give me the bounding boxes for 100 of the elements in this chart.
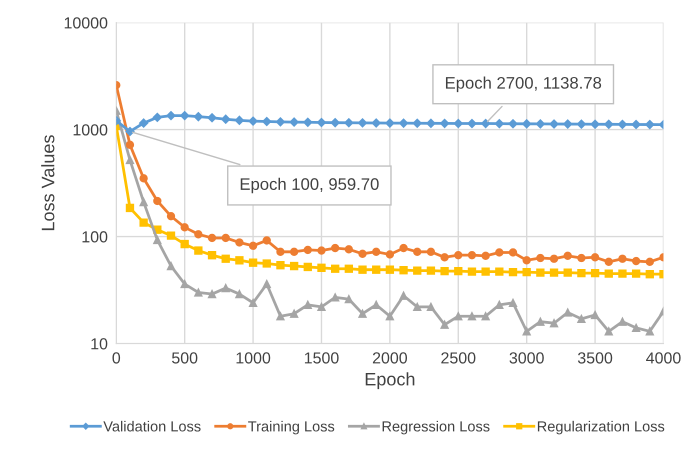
point [564, 268, 572, 277]
point [330, 264, 340, 273]
point [372, 118, 381, 128]
point [166, 262, 176, 270]
point [440, 253, 449, 262]
point [618, 269, 627, 278]
x-tick-label: 3500 [578, 352, 612, 364]
x-tick-label: 0 [112, 352, 120, 364]
point [222, 234, 230, 242]
point [632, 256, 640, 266]
point [290, 262, 298, 270]
point [194, 112, 203, 122]
y-axis-title: Loss Values [41, 135, 54, 230]
point [358, 310, 367, 318]
point [646, 270, 654, 278]
point [550, 254, 558, 263]
point [248, 298, 258, 308]
point [276, 312, 285, 320]
point [304, 300, 312, 309]
point [316, 118, 326, 128]
point [577, 268, 586, 278]
point [126, 156, 134, 164]
point [358, 250, 367, 258]
point [536, 268, 545, 277]
x-tick-label: 3000 [510, 352, 544, 364]
point [454, 266, 462, 276]
point [577, 254, 586, 262]
y-tick-label: 100 [82, 231, 108, 242]
point [290, 248, 298, 256]
point [235, 238, 244, 247]
point [208, 234, 216, 242]
point [304, 262, 312, 272]
point [522, 268, 531, 276]
point [577, 314, 586, 324]
point [508, 298, 518, 308]
point [372, 266, 380, 274]
point [330, 118, 340, 128]
point [153, 196, 162, 206]
point [508, 248, 518, 257]
point [344, 294, 354, 304]
point [221, 114, 230, 124]
point [385, 118, 395, 128]
point [139, 174, 148, 183]
point [590, 253, 600, 262]
point [399, 244, 408, 252]
point [494, 119, 504, 128]
point [208, 290, 216, 298]
point [317, 302, 326, 312]
y-tick-label: 10 [91, 338, 108, 350]
point [632, 324, 640, 332]
point [126, 204, 134, 212]
point [481, 252, 490, 260]
point [604, 120, 614, 129]
point [358, 266, 367, 274]
point [468, 267, 476, 276]
point [262, 259, 271, 268]
point [262, 280, 271, 288]
point [180, 240, 189, 248]
point [386, 312, 394, 320]
point [235, 256, 244, 264]
point [194, 230, 203, 238]
point [413, 302, 422, 312]
x-tick-label: 2500 [441, 352, 476, 364]
point [289, 117, 299, 127]
y-tick-label: 10000 [64, 17, 108, 29]
point [276, 117, 286, 127]
legend-label: Training Loss [248, 420, 334, 434]
y-tick-label: 1000 [74, 124, 108, 136]
annotation: Epoch 100, 959.70 [240, 178, 379, 194]
point [398, 118, 408, 128]
point [399, 266, 408, 274]
point [426, 248, 436, 256]
point [564, 308, 572, 317]
point [536, 318, 545, 326]
legend-label: Validation Loss [103, 420, 201, 432]
x-tick-label: 500 [172, 352, 198, 364]
point [222, 254, 230, 263]
point [248, 242, 258, 250]
point [576, 120, 586, 129]
x-tick-label: 1500 [304, 352, 339, 364]
point [440, 266, 449, 276]
point [508, 268, 518, 276]
legend-label: Regression Loss [382, 420, 490, 434]
point [276, 261, 285, 270]
point [248, 116, 258, 126]
point [344, 264, 354, 273]
point [481, 118, 490, 128]
point [386, 266, 394, 274]
point [440, 320, 449, 329]
point [618, 254, 627, 263]
point [550, 268, 558, 277]
point [495, 267, 504, 276]
point [152, 112, 162, 122]
point [139, 218, 148, 227]
point [153, 236, 162, 244]
point [481, 267, 490, 276]
point [454, 312, 462, 320]
point [550, 318, 558, 328]
point [412, 118, 422, 128]
point [125, 126, 135, 136]
